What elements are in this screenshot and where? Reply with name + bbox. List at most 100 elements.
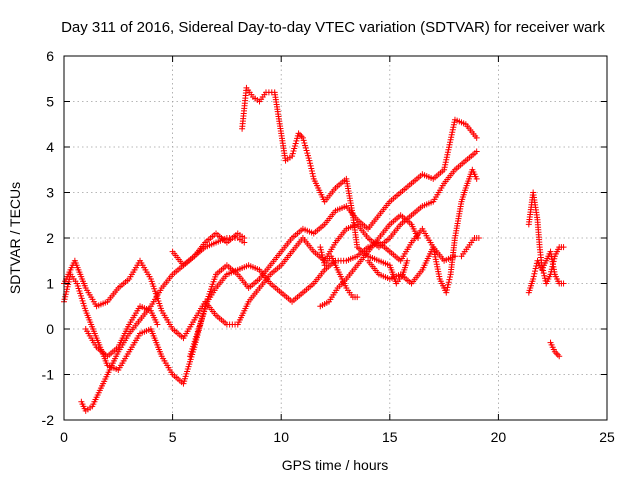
series-track-7 — [239, 84, 411, 287]
data-point — [294, 135, 301, 142]
data-point — [154, 321, 161, 328]
data-point — [448, 134, 455, 141]
data-point — [307, 162, 314, 169]
series-track-9 — [317, 212, 422, 310]
y-axis-label: SDTVAR / TECUs — [7, 182, 23, 294]
series-track-14 — [547, 339, 563, 360]
data-point — [441, 164, 448, 171]
data-point — [317, 244, 324, 251]
data-point — [532, 265, 539, 272]
data-points — [61, 84, 567, 414]
data-point — [318, 249, 325, 256]
data-point — [320, 257, 327, 264]
data-point — [556, 353, 563, 360]
data-point — [442, 161, 449, 168]
y-tick-label: 4 — [46, 139, 54, 155]
data-point — [305, 155, 312, 162]
data-point — [291, 145, 298, 152]
data-point — [303, 147, 310, 154]
data-point — [300, 137, 307, 144]
data-point — [241, 235, 248, 241]
data-point — [309, 170, 316, 177]
data-point — [317, 246, 324, 253]
data-point — [441, 166, 448, 173]
data-point — [308, 168, 315, 175]
data-point — [354, 294, 361, 301]
data-point — [289, 150, 296, 157]
data-point — [560, 244, 567, 251]
data-point — [475, 235, 482, 241]
y-tick-label: 0 — [46, 321, 54, 337]
data-point — [541, 272, 548, 279]
data-point — [310, 173, 317, 180]
data-point — [446, 274, 453, 280]
series-track-5 — [169, 230, 248, 269]
data-point — [302, 142, 309, 149]
y-tick-label: 3 — [46, 185, 54, 201]
data-point — [532, 268, 539, 275]
data-point — [319, 251, 326, 258]
data-point — [447, 139, 454, 146]
data-point — [415, 235, 422, 241]
series-track-13 — [525, 248, 567, 296]
chart-title: Day 311 of 2016, Sidereal Day-to-day VTE… — [61, 19, 605, 36]
data-point — [443, 154, 450, 161]
series-track-2 — [61, 148, 480, 342]
x-tick-label: 20 — [491, 429, 507, 445]
data-point — [443, 287, 450, 293]
data-point — [473, 175, 480, 182]
data-point — [291, 142, 298, 149]
data-point — [304, 152, 311, 159]
series-track-11 — [458, 235, 482, 260]
data-point — [443, 156, 450, 163]
data-point — [444, 151, 451, 158]
x-tick-label: 5 — [169, 429, 177, 445]
data-point — [450, 121, 457, 128]
data-point — [444, 149, 451, 156]
series-track-10 — [365, 166, 480, 296]
grid-lines — [64, 56, 607, 420]
data-point — [443, 289, 450, 296]
axis-ticks: 0 5 10 15 20 25 -2 -1 0 1 2 3 4 5 6 — [42, 48, 615, 445]
data-point — [445, 144, 452, 151]
data-point — [530, 275, 537, 282]
data-point — [308, 165, 315, 172]
data-point — [449, 126, 456, 133]
y-tick-label: -2 — [42, 412, 55, 428]
data-point — [299, 134, 306, 141]
data-point — [530, 273, 537, 280]
y-tick-label: 6 — [46, 48, 54, 64]
data-point — [446, 276, 453, 283]
data-point — [449, 129, 456, 136]
y-tick-label: 2 — [46, 230, 54, 246]
data-point — [404, 257, 411, 264]
data-point — [531, 270, 538, 277]
x-axis-label: GPS time / hours — [282, 457, 389, 473]
series-track-4 — [82, 303, 161, 360]
data-point — [445, 281, 452, 288]
data-point — [293, 137, 300, 144]
data-point — [445, 146, 452, 153]
data-point — [292, 140, 299, 147]
x-tick-label: 15 — [382, 429, 398, 445]
data-point — [445, 279, 452, 286]
data-point — [473, 148, 480, 155]
data-point — [302, 145, 309, 152]
y-tick-label: 5 — [46, 94, 54, 110]
y-tick-label: -1 — [42, 367, 55, 383]
y-tick-label: 1 — [46, 276, 54, 292]
data-point — [306, 157, 313, 164]
data-point — [447, 136, 454, 143]
data-point — [473, 134, 480, 141]
data-point — [448, 131, 455, 138]
data-point — [289, 153, 296, 160]
data-point — [290, 148, 297, 155]
x-tick-label: 10 — [273, 429, 289, 445]
data-point — [540, 270, 547, 277]
data-point — [304, 150, 311, 157]
data-point — [442, 159, 449, 166]
data-point — [307, 160, 314, 167]
data-point — [319, 254, 326, 261]
